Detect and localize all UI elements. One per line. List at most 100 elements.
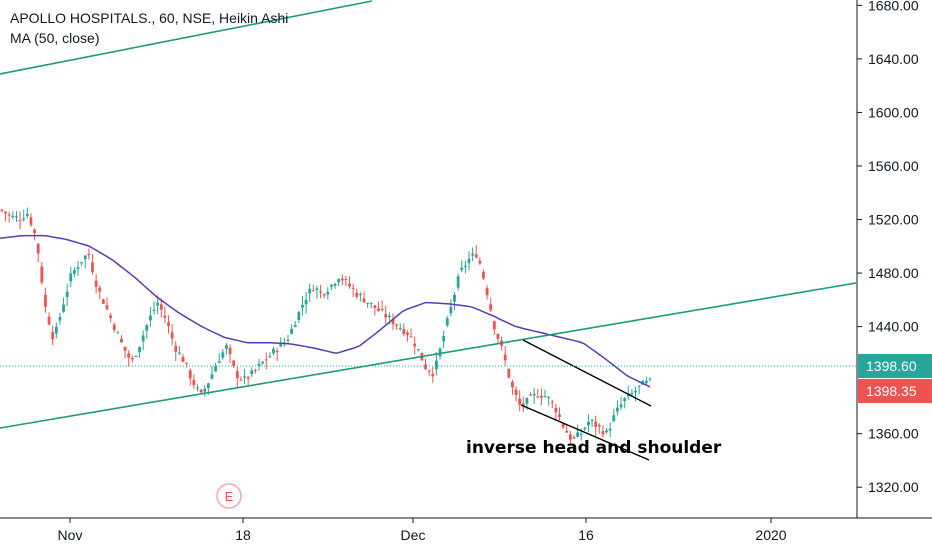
symbol-title[interactable]: APOLLO HOSPITALS., 60, NSE, Heikin Ashi [10, 10, 289, 26]
indicator-title[interactable]: MA (50, close) [10, 30, 100, 46]
candle-body [612, 415, 616, 422]
candle-body [344, 279, 348, 281]
candle-body [315, 288, 319, 290]
candle-body [634, 391, 637, 393]
candle-body [373, 305, 377, 309]
price-tick-label: 1520.00 [868, 212, 919, 228]
candle-body [232, 360, 236, 367]
candle-body [279, 342, 283, 347]
candle-body [601, 431, 605, 435]
candle-body [120, 338, 123, 343]
candle-body [471, 253, 475, 256]
time-tick-label: 16 [578, 527, 594, 543]
candle-body [15, 216, 18, 218]
pattern-annotation: inverse head and shoulder [466, 438, 722, 458]
candle-body [507, 368, 511, 378]
candle-body [561, 423, 565, 428]
chart-legend: APOLLO HOSPITALS., 60, NSE, Heikin Ashi … [10, 8, 288, 48]
candle-body [159, 304, 163, 310]
candle-body [536, 396, 540, 398]
trendline-upper[interactable] [0, 0, 373, 75]
candle-body [167, 322, 170, 327]
candle-body [322, 294, 326, 296]
candle-body [134, 356, 138, 358]
candle-body [54, 326, 58, 334]
candle-body [44, 294, 47, 307]
candle-body [608, 428, 612, 431]
time-tick-label: 2020 [755, 527, 786, 543]
candle-body [351, 287, 355, 289]
candle-body [177, 352, 181, 354]
candle-body [301, 304, 304, 308]
candle-body [25, 213, 29, 216]
candle-body [445, 318, 449, 326]
candle-body [594, 421, 598, 427]
candle-body [340, 278, 344, 281]
candle-body [80, 262, 84, 264]
candle-body [286, 340, 290, 342]
candle-body [192, 380, 196, 386]
candle-body [40, 266, 44, 283]
candle-body [4, 211, 8, 214]
candle-body [568, 434, 572, 440]
candle-body [22, 218, 26, 220]
ma-line [0, 234, 651, 388]
candle-body [163, 315, 167, 318]
candle-body [576, 432, 579, 437]
candle-body [547, 397, 551, 399]
candle-body [130, 357, 134, 360]
candle-body [587, 421, 590, 426]
candle-body [427, 370, 431, 372]
candle-body [467, 258, 471, 264]
candle-body [264, 359, 268, 361]
candle-body [51, 332, 55, 340]
candle-body [395, 324, 398, 326]
candle-body [424, 364, 427, 370]
candle-body [605, 430, 608, 433]
candle-body [482, 271, 485, 279]
candle-body [83, 255, 87, 260]
wedge-upper-line[interactable] [522, 339, 652, 407]
candle-body [337, 279, 341, 283]
candle-body [116, 332, 120, 334]
candle-body [188, 370, 192, 379]
candle-body [348, 283, 351, 287]
candle-body [199, 389, 203, 393]
candle-body [387, 315, 391, 318]
candle-body [149, 315, 152, 321]
candle-body [174, 345, 178, 352]
candle-body [463, 265, 467, 267]
candle-body [384, 313, 388, 318]
trendline-lower[interactable] [0, 282, 857, 429]
candle-body [297, 311, 301, 321]
candle-body [398, 328, 402, 330]
candle-body [58, 316, 62, 321]
wedge-lower-line[interactable] [520, 404, 650, 461]
candle-body [489, 304, 493, 311]
candle-body [330, 284, 333, 287]
candle-body [590, 419, 594, 421]
candle-body [250, 370, 254, 375]
candle-body [637, 385, 641, 387]
time-axis[interactable]: Nov 18 Dec 16 2020 [58, 518, 787, 543]
candle-body [36, 243, 40, 254]
candle-body [69, 273, 73, 282]
candle-body [416, 349, 420, 351]
price-tick-label: 1480.00 [868, 265, 919, 281]
candle-body [529, 394, 532, 396]
candle-body [311, 290, 315, 292]
candle-body [362, 298, 366, 303]
candle-body [597, 424, 601, 427]
candle-body [203, 388, 207, 392]
candle-body [453, 294, 456, 302]
candle-body [29, 217, 33, 225]
candle-body [243, 376, 246, 378]
price-axis[interactable]: 1680.00 1640.00 1600.00 1560.00 1520.00 1480.… [857, 0, 919, 495]
event-marker[interactable]: E [216, 483, 242, 509]
price-tick-label: 1360.00 [868, 426, 919, 442]
candle-body [261, 361, 265, 364]
candle-body [196, 387, 199, 389]
candle-body [449, 306, 453, 314]
event-marker-label: E [225, 489, 234, 504]
